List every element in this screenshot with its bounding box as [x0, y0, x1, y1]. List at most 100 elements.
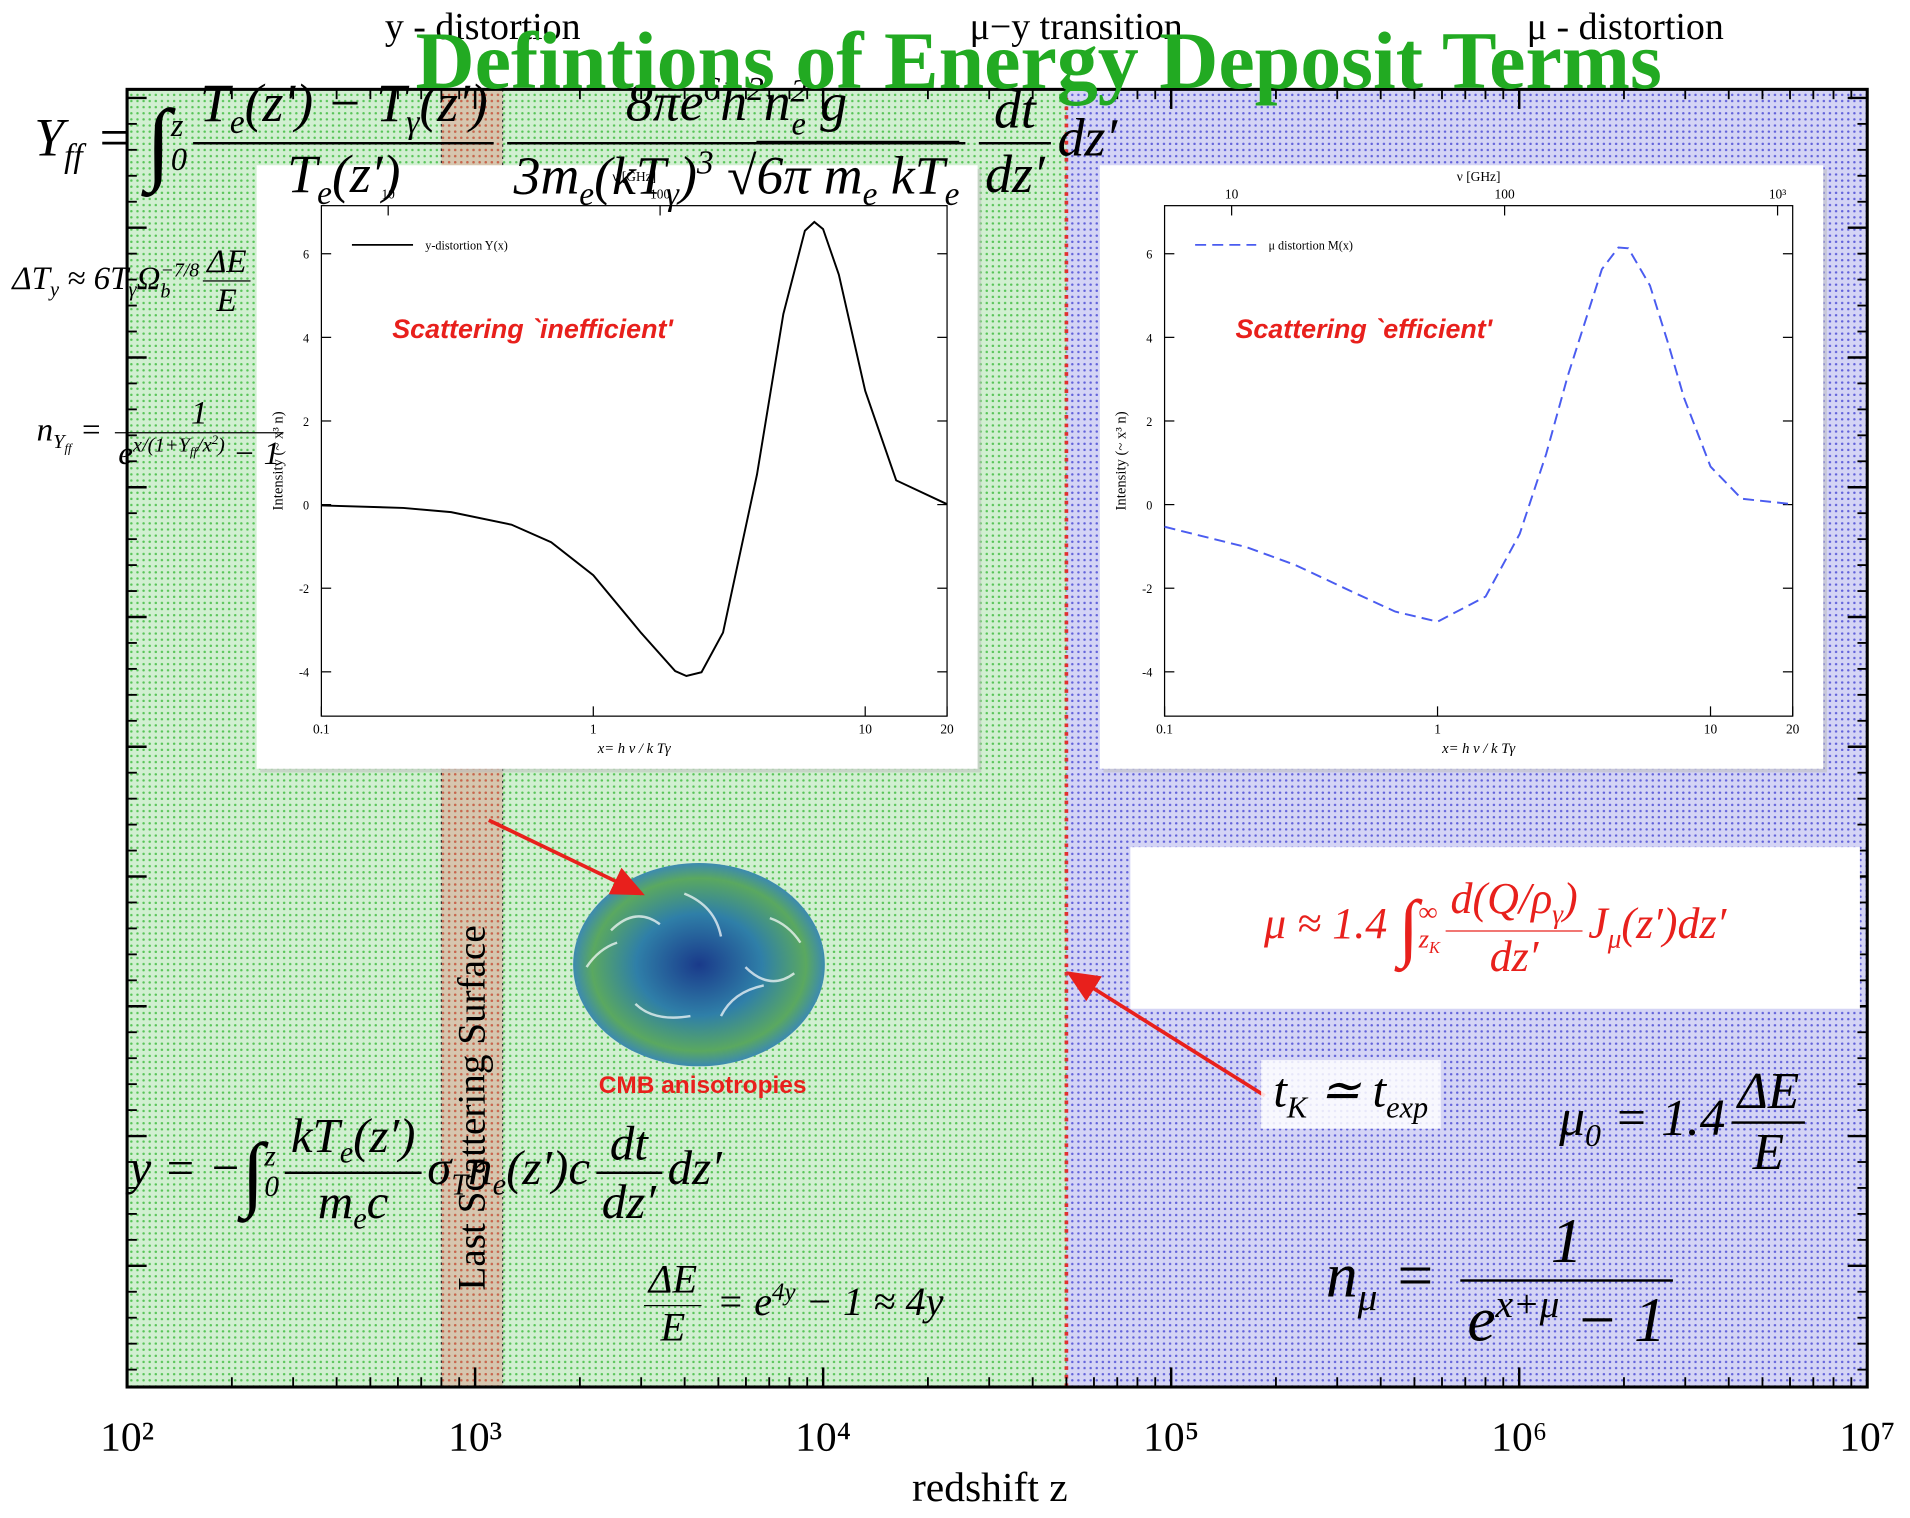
denominator: E [203, 282, 250, 320]
math-text: (z′)dz′ [1621, 898, 1727, 948]
math-text: γ [128, 277, 137, 301]
x2-tick-label: 10 [381, 186, 395, 201]
math-text: e [1467, 1285, 1496, 1356]
math-symbol: Tγ [376, 73, 419, 140]
math-symbol: ne [468, 1140, 506, 1202]
math-text: − 1 [224, 434, 281, 472]
math-text: T [110, 259, 129, 296]
math-symbol: e4y [754, 1279, 795, 1325]
numerator: Te(z′) − Tγ(z′) [193, 73, 495, 144]
equation: Yff = ∫ z 0 Te(z′) − Tγ(z′) Te(z′) 8πe6h2n 2 e … [34, 71, 1117, 215]
math-text: = [71, 411, 111, 449]
fraction: dt dz′ [595, 1115, 662, 1230]
math-text: n [468, 1140, 493, 1196]
inset: 0.1 1 10 20 10 100 -4 -2 0 2 4 6 ν [GHz] x= h ν / k T… [256, 165, 982, 773]
math-symbol: x2 [203, 433, 218, 456]
math-text: T [451, 1169, 469, 1203]
math-text: ff [64, 442, 72, 457]
math-text: x [202, 433, 212, 457]
x-tick-label: 10³ [448, 1414, 502, 1460]
y-tick-label: -4 [299, 666, 309, 680]
x-tick-label: 1 [590, 721, 597, 736]
math-symbol: nYff [37, 412, 72, 457]
x-tick-label: 10⁶ [1491, 1414, 1547, 1460]
math-text: Ω [136, 259, 161, 296]
math-symbol: me [824, 146, 878, 213]
math-text: k [290, 1107, 313, 1163]
math-text: ΔT [12, 259, 50, 296]
math-text: Y [34, 107, 65, 168]
cmb-map [573, 863, 825, 1067]
math-text: e [944, 176, 960, 213]
math-text: t [1372, 1062, 1387, 1118]
math-text: −7/8 [160, 258, 200, 282]
math-text: γ [1552, 898, 1563, 930]
math-text: σ [427, 1140, 452, 1196]
math-script: zK [1419, 926, 1440, 957]
fraction: ΔE E [203, 242, 251, 320]
numerator: dt [595, 1115, 662, 1175]
y-tick-label: -2 [1142, 582, 1152, 596]
math-text: ∫ [145, 91, 171, 193]
math-text: e [118, 434, 133, 472]
math-symbol: me [318, 1174, 367, 1236]
fraction: 1 ex+μ − 1 [1459, 1206, 1674, 1358]
math-symbol: Jμ [1588, 899, 1621, 954]
equation: y = −∫ z 0 kTe(z′) mec σTne(z′)c dt dz′ dz′ [130, 1108, 722, 1238]
x-tick-label: 10 [1704, 721, 1718, 736]
math-text: = [706, 1280, 755, 1325]
denominator: dz′ [596, 1174, 662, 1230]
math-text: μ ≈ 1.4 [1264, 898, 1399, 948]
math-text: T [312, 1107, 340, 1163]
math-symbol: )3 [679, 144, 714, 206]
math-text: 0 [1585, 1117, 1601, 1154]
annotation: Scattering `efficient' [1235, 314, 1493, 344]
x-tick-label: 10 [858, 721, 872, 736]
math-symbol: μ0 [1559, 1091, 1601, 1154]
math-symbol: e6 [680, 71, 721, 133]
equation: tK ≃ texp [1261, 1060, 1441, 1129]
math-symbol: tK [1273, 1062, 1307, 1125]
math-text: y = − [129, 1140, 242, 1196]
equation-body: μ0 = 1.4 ΔE E [1559, 1064, 1811, 1182]
x-tick-label: 10⁵ [1143, 1414, 1199, 1460]
math-symbol: σT [427, 1140, 468, 1202]
math-text: e [579, 176, 595, 213]
math-text: x+μ [1495, 1281, 1560, 1326]
math-text: dz′ [985, 143, 1045, 204]
math-symbol: h2 [720, 71, 764, 133]
math-text: t [1273, 1062, 1287, 1118]
math-text: 2 [790, 71, 807, 109]
denominator: E [1732, 1124, 1806, 1183]
numerator: 1 [1459, 1206, 1674, 1282]
math-text: ff [189, 446, 197, 460]
cmb-label: CMB anisotropies [599, 1072, 807, 1099]
math-text: n [763, 72, 791, 133]
x2-tick-label: 10 [1225, 186, 1239, 201]
math-text: 1 [190, 394, 208, 431]
math-text: z [1418, 924, 1430, 955]
equation-body: ΔTy ≈ 6TγΩ −7/8 b ΔE E [12, 242, 254, 318]
x-tick-label: 20 [1786, 721, 1800, 736]
math-text: ∫ [1398, 886, 1419, 970]
equation-body: y = −∫ z 0 kTe(z′) mec σTne(z′)c dt dz′ dz′ [129, 1108, 722, 1236]
band-label: Last Scattering Surface [450, 925, 493, 1290]
series-line [1164, 246, 1793, 623]
math-text: dz′ [601, 1174, 656, 1230]
math-text: 8π [625, 72, 680, 133]
math-text: μ [1607, 923, 1622, 954]
denominator: dz′ [1445, 931, 1583, 982]
math-text: ΔE [206, 242, 247, 280]
equation-body: tK ≃ texp [1273, 1062, 1428, 1125]
fraction: dt dz′ [978, 79, 1052, 206]
math-text: ρ [1531, 874, 1553, 924]
math-text: dt [994, 79, 1036, 140]
fraction: ΔE E [1731, 1063, 1806, 1184]
math-text: n [1325, 1241, 1358, 1311]
math-text: E [660, 1306, 686, 1351]
math-text: ) [1562, 874, 1578, 924]
math-text: e [862, 176, 878, 213]
math-symbol: ex+μ [1467, 1281, 1559, 1356]
